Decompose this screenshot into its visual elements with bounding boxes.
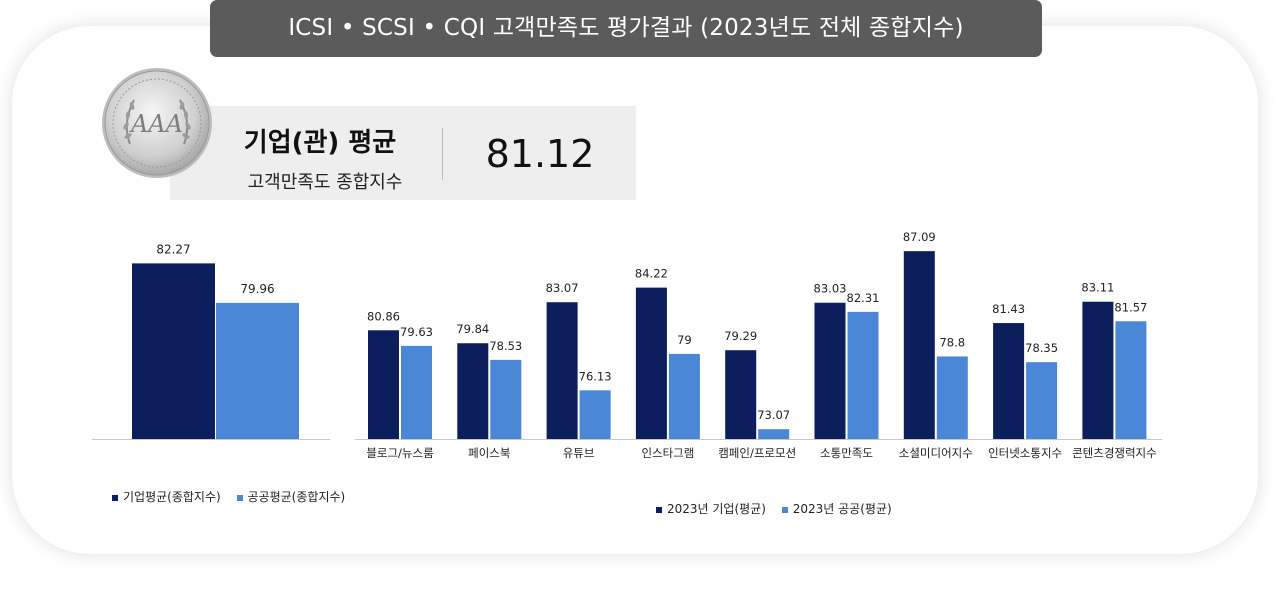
data-label: 80.86: [367, 309, 400, 323]
data-label: 78.53: [489, 339, 522, 353]
data-label: 82.31: [847, 291, 880, 305]
bar-corporate: [725, 350, 757, 439]
bar-corporate: [814, 302, 846, 439]
bar-corporate: [903, 251, 935, 439]
laurel-seal-icon: AAA: [102, 68, 212, 178]
category-label: 소셜미디어지수: [899, 446, 973, 460]
bar-corporate: [635, 287, 667, 439]
bar-public: [936, 356, 968, 439]
score-subtitle: 고객만족도 종합지수: [247, 172, 403, 193]
data-label: 78.8: [939, 335, 965, 349]
data-label: 79.29: [724, 329, 757, 343]
bar-public: [490, 359, 522, 439]
score-divider: [442, 128, 443, 180]
bar-public: [401, 345, 432, 439]
bar-corporate: [368, 330, 399, 439]
bar-public: [1115, 321, 1147, 439]
data-label: 79.63: [400, 325, 433, 339]
category-label: 캠페인/프로모션: [718, 446, 796, 460]
bar-public: [668, 353, 700, 439]
data-label: 82.27: [156, 242, 190, 256]
legend-label: 기업평균(종합지수): [123, 490, 221, 504]
data-label: 79.84: [456, 322, 489, 336]
data-label: 83.03: [814, 282, 847, 296]
data-label: 81.57: [1114, 300, 1147, 314]
legend-item-corporate-2023: 2023년 기업(평균): [656, 500, 766, 517]
data-label: 87.09: [903, 230, 936, 244]
data-label: 83.07: [546, 281, 579, 295]
category-label: 페이스북: [468, 446, 510, 460]
category-label: 블로그/뉴스룸: [366, 446, 433, 460]
page-title: ICSI • SCSI • CQI 고객만족도 평가결과 (2023년도 전체 …: [210, 0, 1042, 57]
category-label: 콘텐츠경쟁력지수: [1072, 446, 1157, 460]
legend-label: 공공평균(종합지수): [247, 490, 346, 504]
bar-public-overall: [216, 302, 299, 439]
data-label: 84.22: [635, 267, 668, 281]
bar-corporate: [457, 343, 489, 439]
data-label: 81.43: [992, 302, 1025, 316]
category-label: 소통만족도: [820, 446, 873, 460]
bar-public: [758, 429, 790, 439]
bar-corporate: [993, 323, 1025, 439]
legend-item-public-2023: 2023년 공공(평균): [781, 500, 892, 517]
legend-label: 2023년 기업(평균): [667, 502, 766, 516]
legend-item-public: 공공평균(종합지수): [236, 488, 346, 505]
category-label: 인터넷소통지수: [988, 446, 1062, 460]
legend-label: 2023년 공공(평균): [792, 502, 892, 516]
average-score-panel: 기업(관) 평균 고객만족도 종합지수 81.12: [170, 106, 636, 200]
data-label: 73.07: [757, 408, 790, 422]
legend-item-corporate: 기업평균(종합지수): [112, 488, 221, 505]
bar-corporate: [1082, 301, 1114, 439]
category-label: 유튜브: [563, 446, 595, 460]
data-label: 79.96: [240, 282, 274, 296]
data-label: 78.35: [1025, 341, 1058, 355]
left-legend: 기업평균(종합지수) 공공평균(종합지수): [112, 488, 357, 505]
bar-public: [1026, 362, 1058, 439]
data-label: 76.13: [579, 369, 612, 383]
bar-corporate-overall: [132, 263, 215, 439]
category-label: 인스타그램: [641, 446, 694, 460]
bar-corporate: [546, 302, 578, 439]
right-legend: 2023년 기업(평균) 2023년 공공(평균): [656, 500, 904, 517]
bar-public: [579, 390, 611, 439]
bar-public: [847, 311, 879, 439]
data-label: 79: [677, 333, 692, 347]
seal-monogram: AAA: [129, 110, 183, 138]
data-label: 83.11: [1081, 281, 1114, 295]
score-title: 기업(관) 평균: [243, 128, 397, 158]
score-value: 81.12: [485, 132, 595, 176]
